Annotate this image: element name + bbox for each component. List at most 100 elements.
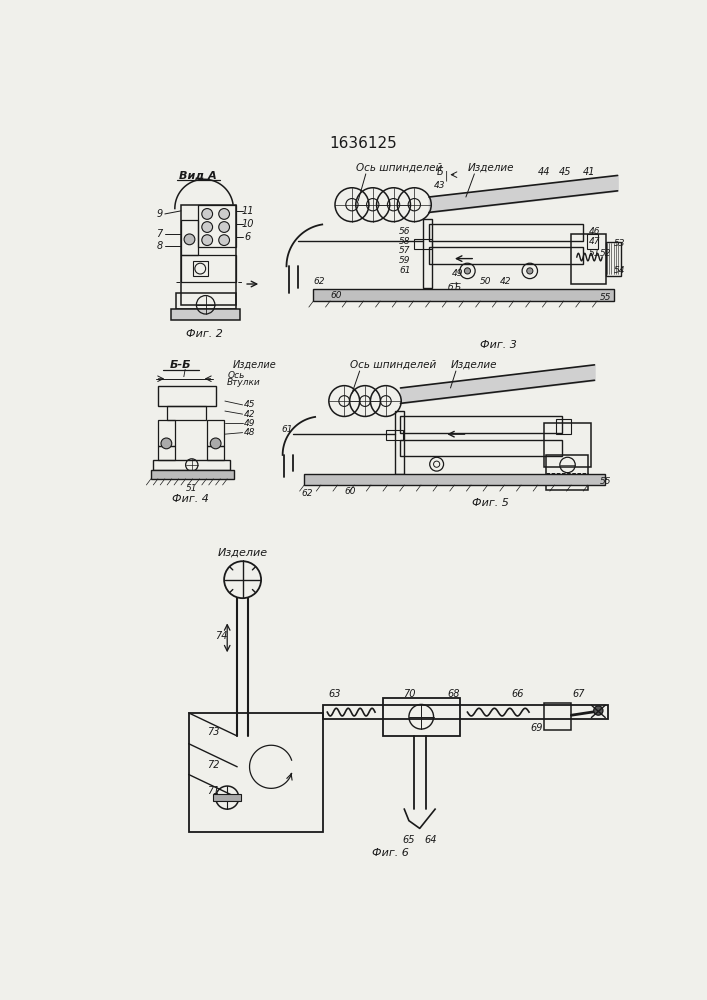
Circle shape [161, 438, 172, 449]
Bar [429, 224, 583, 241]
Text: →: → [450, 279, 457, 288]
Bar [313, 289, 614, 301]
Bar [158, 386, 216, 406]
Text: 62: 62 [314, 277, 325, 286]
Bar [304, 474, 604, 485]
Bar [158, 446, 175, 460]
Text: Фиг. 2: Фиг. 2 [186, 329, 223, 339]
Text: 45: 45 [244, 400, 256, 409]
Circle shape [218, 209, 230, 219]
Text: 8: 8 [156, 241, 163, 251]
Text: Ось шпинделей: Ось шпинделей [351, 360, 437, 370]
Bar [429, 247, 583, 264]
Text: 70: 70 [404, 689, 416, 699]
Bar [400, 440, 562, 456]
Circle shape [218, 222, 230, 232]
Text: 53: 53 [614, 239, 625, 248]
Text: 60: 60 [344, 487, 356, 496]
Text: Ось: Ось [227, 371, 245, 380]
Text: Изделие: Изделие [450, 360, 497, 370]
Bar [198, 205, 236, 247]
Text: 51: 51 [589, 249, 600, 258]
Circle shape [218, 235, 230, 246]
Bar [181, 205, 236, 305]
Text: Фиг. 5: Фиг. 5 [472, 498, 509, 508]
Text: 60: 60 [331, 291, 342, 300]
Bar [423, 219, 432, 288]
Text: 57: 57 [399, 246, 411, 255]
Text: 55: 55 [600, 477, 612, 486]
Text: 46: 46 [589, 227, 600, 236]
Text: 1636125: 1636125 [329, 136, 397, 151]
Text: Изделие: Изделие [218, 548, 268, 558]
Text: 63: 63 [329, 689, 341, 699]
Text: 58: 58 [399, 237, 411, 246]
Text: Втулки: Втулки [227, 378, 261, 387]
Circle shape [527, 268, 533, 274]
Bar [207, 420, 224, 446]
Bar [181, 220, 198, 255]
Text: 73: 73 [207, 727, 220, 737]
Bar [207, 446, 224, 460]
Text: 7: 7 [156, 229, 163, 239]
Text: 72: 72 [207, 760, 220, 770]
Bar [151, 470, 234, 479]
Text: 49: 49 [452, 269, 463, 278]
Circle shape [201, 222, 213, 232]
Text: 41: 41 [583, 167, 595, 177]
Text: 71: 71 [207, 786, 220, 796]
Text: 9: 9 [156, 209, 163, 219]
Text: Изделие: Изделие [233, 360, 276, 370]
Text: l: l [182, 369, 185, 379]
Text: 67: 67 [573, 689, 585, 699]
Text: 47: 47 [589, 237, 600, 246]
Text: Фиг. 3: Фиг. 3 [480, 340, 517, 350]
Bar [544, 703, 571, 730]
Bar [546, 455, 588, 490]
Bar [189, 713, 324, 832]
Circle shape [184, 234, 195, 245]
Bar [606, 242, 621, 276]
Circle shape [201, 209, 213, 219]
Text: 54: 54 [614, 266, 625, 275]
Bar [167, 406, 206, 420]
Text: 61: 61 [399, 266, 411, 275]
Text: 50: 50 [479, 277, 491, 286]
Text: 59: 59 [399, 256, 411, 265]
Text: 11: 11 [242, 206, 255, 216]
Text: Вид А: Вид А [179, 170, 217, 180]
Bar [153, 460, 230, 470]
Text: 43: 43 [434, 181, 445, 190]
Text: Б: Б [437, 167, 444, 177]
Bar [556, 419, 571, 434]
Text: Б: Б [455, 283, 460, 292]
Bar [158, 420, 175, 446]
Text: 49: 49 [244, 419, 256, 428]
Text: Фиг. 4: Фиг. 4 [172, 494, 209, 504]
Text: 52: 52 [600, 249, 612, 258]
Bar [386, 430, 403, 440]
Text: 66: 66 [511, 689, 524, 699]
Bar [544, 423, 590, 467]
Circle shape [210, 438, 221, 449]
Text: 42: 42 [244, 410, 256, 419]
Bar [192, 261, 208, 276]
Bar [181, 255, 236, 282]
Bar [214, 794, 241, 801]
Text: 45: 45 [559, 167, 571, 177]
Text: Б-Б: Б-Б [170, 360, 192, 370]
Text: 56: 56 [399, 227, 411, 236]
Circle shape [594, 706, 603, 715]
Bar [400, 416, 562, 433]
Text: 6: 6 [245, 232, 251, 242]
Bar [395, 411, 404, 474]
Text: Изделие: Изделие [467, 163, 514, 173]
Bar [571, 234, 606, 284]
Circle shape [201, 235, 213, 246]
Text: 68: 68 [448, 689, 460, 699]
Text: 42: 42 [500, 277, 512, 286]
Text: 55: 55 [600, 293, 612, 302]
Text: 69: 69 [530, 723, 543, 733]
Bar [176, 293, 236, 309]
Bar [171, 309, 240, 320]
